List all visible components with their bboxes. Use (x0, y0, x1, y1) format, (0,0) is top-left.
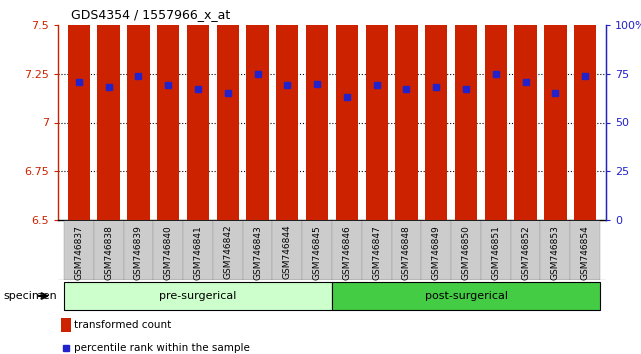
Bar (157, 0, 179, 220)
Bar (246, 0, 269, 220)
Bar (392, 220, 421, 280)
Bar (544, 0, 567, 220)
Text: GSM746853: GSM746853 (551, 225, 560, 280)
Bar (97, 0, 120, 220)
Text: transformed count: transformed count (74, 320, 172, 330)
Bar (213, 220, 243, 280)
Bar (68, 0, 90, 220)
Text: GSM746841: GSM746841 (194, 225, 203, 280)
Text: specimen: specimen (3, 291, 57, 301)
Bar (124, 220, 153, 280)
Bar (540, 220, 570, 280)
Bar (272, 220, 302, 280)
Bar (485, 0, 507, 220)
Bar (574, 0, 596, 220)
Text: GSM746842: GSM746842 (223, 225, 232, 279)
Bar (94, 220, 124, 280)
Bar (570, 220, 600, 280)
Text: GSM746838: GSM746838 (104, 225, 113, 280)
Text: GSM746850: GSM746850 (462, 225, 470, 280)
Text: GSM746840: GSM746840 (163, 225, 172, 280)
Text: GSM746849: GSM746849 (432, 225, 441, 280)
Text: GDS4354 / 1557966_x_at: GDS4354 / 1557966_x_at (71, 8, 230, 22)
Text: GSM746837: GSM746837 (74, 225, 83, 280)
Bar (306, 0, 328, 220)
Bar (365, 0, 388, 220)
Bar (515, 0, 537, 220)
Text: GSM746848: GSM746848 (402, 225, 411, 280)
Bar (455, 0, 477, 220)
Text: GSM746846: GSM746846 (342, 225, 351, 280)
Bar (481, 220, 511, 280)
Bar (336, 0, 358, 220)
Bar (217, 0, 239, 220)
Bar (302, 220, 332, 280)
Text: GSM746844: GSM746844 (283, 225, 292, 279)
Text: GSM746852: GSM746852 (521, 225, 530, 280)
Text: post-surgerical: post-surgerical (424, 291, 508, 301)
Bar (332, 281, 600, 310)
Bar (332, 220, 362, 280)
Bar (276, 0, 299, 220)
Bar (451, 220, 481, 280)
Bar (511, 220, 540, 280)
Text: GSM746843: GSM746843 (253, 225, 262, 280)
Bar (64, 281, 332, 310)
Bar (61, 318, 71, 332)
Text: GSM746845: GSM746845 (313, 225, 322, 280)
Text: pre-surgerical: pre-surgerical (160, 291, 237, 301)
Bar (183, 220, 213, 280)
Text: GSM746851: GSM746851 (491, 225, 501, 280)
Bar (128, 0, 149, 220)
Bar (243, 220, 272, 280)
Bar (187, 0, 209, 220)
Bar (395, 0, 418, 220)
Bar (362, 220, 392, 280)
Bar (153, 220, 183, 280)
Text: GSM746854: GSM746854 (581, 225, 590, 280)
Text: percentile rank within the sample: percentile rank within the sample (74, 343, 251, 353)
Bar (421, 220, 451, 280)
Text: GSM746847: GSM746847 (372, 225, 381, 280)
Bar (425, 0, 447, 220)
Bar (64, 220, 94, 280)
Text: GSM746839: GSM746839 (134, 225, 143, 280)
